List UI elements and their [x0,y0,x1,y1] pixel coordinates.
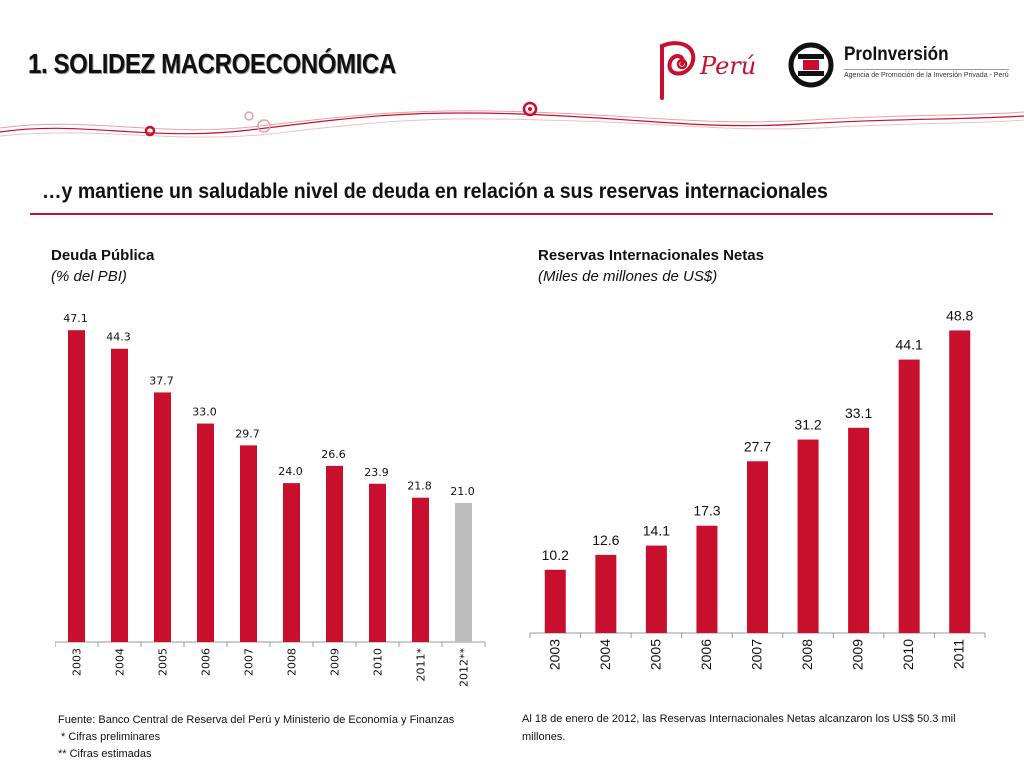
data-label-2003: 10.2 [542,547,569,563]
right-chart-subtitle: (Miles de millones de US$) [538,268,718,285]
bar-2012** [455,502,472,642]
bar-2009 [326,465,343,642]
proinversion-name: ProInversión [844,44,949,65]
peru-logo: Perú [660,41,756,100]
x-tick-2008: 2008 [799,639,815,670]
x-tick-2010: 2010 [372,648,385,676]
bar-2005 [645,545,667,633]
proinversion-tagline: Agencia de Promoción de la Inversión Pri… [844,69,1009,79]
bar-2007 [747,461,768,633]
data-label-2006: 33.0 [192,406,217,419]
data-label-2012**: 21.0 [450,485,475,498]
x-tick-2007: 2007 [749,639,765,670]
data-label-2008: 24.0 [278,465,303,478]
data-label-2008: 31.2 [794,417,821,433]
proinversion-emblem-icon [788,42,834,88]
data-label-2007: 27.7 [744,438,771,454]
x-tick-2004: 2004 [114,648,127,676]
estimated-note: ** Cifras estimadas [58,748,152,760]
x-tick-2005: 2005 [647,639,663,670]
x-tick-2005: 2005 [157,648,170,676]
right-chart-title: Reservas Internacionales Netas [538,247,764,264]
data-label-2007: 29.7 [235,427,260,440]
debt-bar-chart: 47.1 2003 44.3 2004 37.7 2005 33.0 2006 29.7 2007… [55,312,486,687]
bar-2009 [848,427,870,633]
bar-2007 [240,445,257,642]
data-label-2006: 17.3 [693,503,720,519]
x-tick-2012**: 2012** [458,648,471,687]
bar-2003 [68,330,85,642]
left-chart-subtitle: (% del PBI) [51,268,127,285]
page-title: 1. SOLIDEZ MACROECONÓMICA [28,48,396,79]
x-tick-2003: 2003 [71,648,84,676]
reserves-bar-chart: 10.2 2003 12.6 2004 14.1 2005 17.3 2006 27.7 2007… [529,307,986,670]
x-tick-2011: 2011 [951,639,967,669]
bar-2006 [696,525,718,633]
source-note: Fuente: Banco Central de Reserva del Per… [58,712,454,763]
bar-2008 [797,439,819,633]
data-label-2003: 47.1 [63,312,88,325]
bar-2005 [154,392,171,642]
decorative-wave [0,101,1024,138]
data-label-2005: 37.7 [149,374,174,387]
bar-2004 [111,348,128,642]
proinversion-logo: ProInversión Agencia de Promoción de la … [788,42,1009,88]
left-chart-title: Deuda Pública [51,247,155,264]
data-label-2004: 12.6 [592,532,619,548]
x-tick-2009: 2009 [329,648,342,676]
subtitle-divider [30,213,993,215]
preliminary-note: * Cifras preliminares [58,731,161,743]
data-label-2004: 44.3 [106,331,131,344]
x-tick-2007: 2007 [243,648,256,676]
bar-2011* [412,497,429,642]
bar-2006 [197,423,214,642]
data-label-2010: 44.1 [896,337,923,353]
x-tick-2003: 2003 [546,639,562,670]
x-tick-2004: 2004 [597,639,613,670]
source-text: Fuente: Banco Central de Reserva del Per… [58,714,455,726]
reserves-note: Al 18 de enero de 2012, las Reservas Int… [522,713,956,743]
bar-2011 [949,330,971,633]
x-tick-2008: 2008 [286,648,299,676]
data-label-2009: 26.6 [321,448,346,461]
svg-text:Perú: Perú [699,52,756,80]
x-tick-2006: 2006 [200,648,213,676]
data-label-2009: 33.1 [845,405,872,421]
data-label-2010: 23.9 [364,466,389,479]
x-tick-2006: 2006 [698,639,714,670]
bar-2010 [369,483,386,642]
x-tick-2011*: 2011* [415,648,428,682]
bar-2008 [283,483,300,642]
bar-2004 [595,554,617,633]
data-label-2011*: 21.8 [407,480,432,493]
x-tick-2009: 2009 [850,639,866,670]
bar-2010 [898,359,920,633]
slide-subtitle: …y mantiene un saludable nivel de deuda … [42,180,828,203]
bar-2003 [544,569,566,633]
data-label-2011: 48.8 [946,307,973,323]
x-tick-2010: 2010 [900,639,916,670]
data-label-2005: 14.1 [643,523,670,539]
